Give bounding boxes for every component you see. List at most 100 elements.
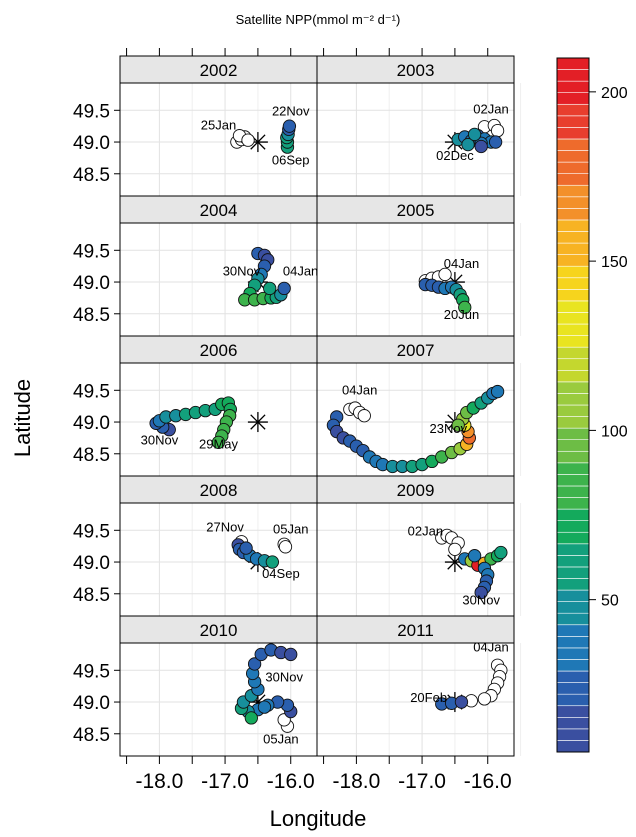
- y-tick-label: 48.5: [73, 585, 110, 606]
- colorbar-segment: [556, 346, 590, 360]
- panel-2011: 2011 04Jan 20Feb: [316, 615, 522, 757]
- x-tick-label: -18.0: [135, 770, 183, 793]
- colorbar-segment: [556, 670, 590, 683]
- y-tick-label: 48.5: [73, 445, 110, 466]
- colorbar-segment: [556, 520, 590, 533]
- y-tick-label: 49.5: [73, 521, 110, 542]
- data-point: [282, 119, 297, 133]
- colorbar-segment: [556, 312, 590, 325]
- colorbar-segment: [556, 323, 590, 336]
- date-label: 20Jun: [444, 307, 479, 322]
- date-label: 04Jan: [283, 264, 318, 279]
- y-tick-label: 49.0: [73, 413, 110, 434]
- colorbar-segment: [556, 184, 590, 198]
- y-tick-label: 49.5: [73, 661, 110, 682]
- panel-2003: 2003 02Jan 02Dec: [316, 55, 522, 197]
- date-label: 30Nov: [141, 432, 179, 447]
- date-label: 23Nov: [430, 421, 468, 436]
- colorbar-segment: [556, 369, 590, 383]
- y-tick-label: 49.0: [73, 553, 110, 574]
- colorbar-segment: [556, 485, 590, 498]
- colorbar-segment: [556, 450, 590, 464]
- date-label: 29May: [199, 437, 239, 452]
- colorbar-tick-label: 150: [601, 254, 628, 271]
- station-marker: [247, 412, 268, 433]
- date-label: 22Nov: [272, 103, 310, 118]
- colorbar-segment: [556, 462, 590, 475]
- panel-year-label: 2006: [200, 341, 238, 360]
- date-label: 04Sep: [262, 566, 300, 581]
- colorbar-segment: [556, 335, 590, 348]
- colorbar-segment: [556, 92, 590, 105]
- data-point-no-npp: [490, 123, 505, 138]
- panel-2010: 2010 30Nov 05Jan: [119, 615, 325, 757]
- chart-title: Satellite NPP(mmol m⁻² d⁻¹): [236, 12, 401, 27]
- data-point: [474, 585, 488, 600]
- panel-strip: [119, 55, 318, 84]
- colorbar-segment: [556, 115, 590, 128]
- colorbar-segment: [556, 127, 590, 140]
- colorbar-segment: [556, 300, 590, 313]
- panel-year-label: 2004: [200, 201, 238, 220]
- data-point: [461, 137, 475, 152]
- panel-year-label: 2005: [397, 201, 435, 220]
- data-point: [277, 281, 291, 296]
- colorbar-segment: [556, 103, 590, 117]
- colorbar-segment: [556, 242, 590, 255]
- x-tick-label: -16.0: [464, 770, 512, 793]
- colorbar-segment: [556, 265, 590, 279]
- y-tick-label: 49.0: [73, 133, 110, 154]
- panel-grid: 2002 25Jan 22Nov 06Sep 2003 02Jan 02Dec 2004 30N…: [119, 55, 522, 757]
- panel-strip: [316, 475, 515, 504]
- panel-strip: [316, 615, 515, 644]
- colorbar-segment: [556, 566, 590, 579]
- panel-plot-area: [120, 503, 317, 616]
- panel-2004: 2004 30Nov 04Jan: [119, 195, 325, 337]
- colorbar-border: [556, 57, 590, 753]
- y-tick-label: 49.5: [73, 241, 110, 262]
- panel-strip: [119, 475, 318, 504]
- colorbar-tick-label: 50: [601, 593, 619, 610]
- data-point: [257, 700, 272, 714]
- colorbar-segment: [556, 416, 590, 429]
- colorbar-segment: [556, 80, 590, 93]
- panel-2008: 2008 27Nov 05Jan 04Sep: [119, 475, 325, 617]
- panel-2007: 2007 04Jan 23Nov: [316, 335, 522, 477]
- data-point: [474, 139, 488, 154]
- data-point: [265, 555, 279, 569]
- data-point: [239, 541, 253, 555]
- colorbar-segment: [556, 624, 590, 637]
- panel-year-label: 2011: [397, 621, 434, 640]
- x-tick-label: -17.0: [398, 770, 446, 793]
- date-label: 02Dec: [436, 148, 474, 163]
- data-point: [458, 300, 472, 315]
- panel-strip: [316, 55, 515, 84]
- colorbar-segment: [556, 277, 590, 290]
- colorbar-segment: [556, 427, 590, 440]
- colorbar-segment: [556, 716, 590, 730]
- panel-year-label: 2009: [397, 481, 435, 500]
- colorbar-segment: [556, 173, 590, 186]
- y-tick-label: 49.0: [73, 693, 110, 714]
- colorbar-segment: [556, 612, 590, 626]
- y-tick-label: 48.5: [73, 165, 110, 186]
- panel-2006: 2006 30Nov 29May: [119, 335, 325, 477]
- colorbar-tick-label: 200: [601, 85, 628, 102]
- data-point: [454, 695, 469, 709]
- panel-year-label: 2010: [200, 621, 238, 640]
- date-label: 27Nov: [206, 520, 244, 535]
- y-axis-label: Latitude: [10, 379, 35, 457]
- y-tick-label: 49.0: [73, 273, 110, 294]
- station-marker-stroke: [250, 414, 266, 430]
- data-point: [467, 549, 482, 563]
- colorbar-segment: [556, 601, 590, 614]
- colorbar-segment: [556, 728, 590, 741]
- date-label: 04Jan: [473, 639, 508, 654]
- data-point: [488, 135, 503, 149]
- x-tick-label: -17.0: [201, 770, 249, 793]
- colorbar-segment: [556, 57, 590, 70]
- data-point: [247, 657, 262, 671]
- colorbar-segment: [556, 647, 590, 660]
- date-label: 30Nov: [223, 264, 261, 279]
